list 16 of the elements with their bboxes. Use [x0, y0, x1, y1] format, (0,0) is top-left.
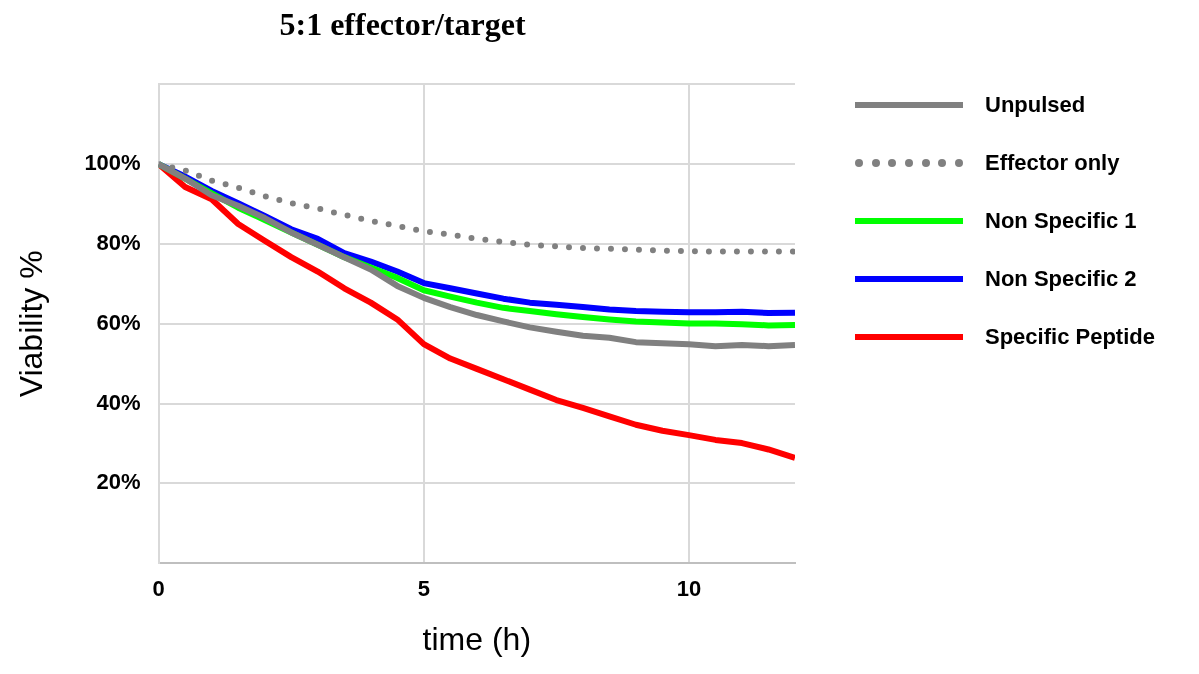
- y-axis-title: Viability %: [13, 250, 50, 398]
- legend-label: Specific Peptide: [985, 324, 1155, 350]
- y-tick-label: 80%: [96, 230, 141, 256]
- legend-label: Non Specific 2: [985, 266, 1137, 292]
- x-tick-label: 10: [676, 576, 702, 602]
- y-tick-label: 60%: [96, 309, 141, 335]
- legend-label: Effector only: [985, 150, 1120, 176]
- chart-title: 5:1 effector/target: [279, 6, 526, 43]
- x-tick-label: 5: [417, 576, 430, 602]
- y-tick-label: 20%: [96, 469, 141, 495]
- y-tick-label: 40%: [96, 389, 141, 415]
- y-tick-label: 100%: [84, 150, 141, 176]
- x-tick-label: 0: [152, 576, 165, 602]
- legend-label: Non Specific 1: [985, 208, 1137, 234]
- legend-label: Unpulsed: [985, 92, 1086, 118]
- x-axis-title: time (h): [422, 620, 532, 657]
